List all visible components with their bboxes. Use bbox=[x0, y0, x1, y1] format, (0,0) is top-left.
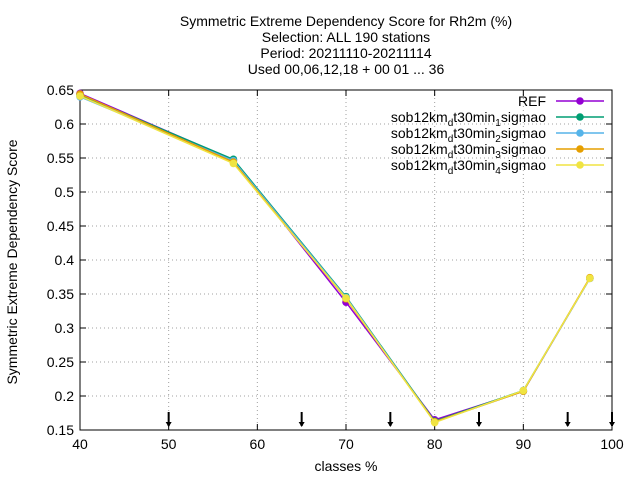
legend-label: sob12kmdt30min3sigmao bbox=[391, 141, 546, 161]
y-axis: 0.15 0.2 0.25 0.3 0.35 0.4 0.45 0.5 0.55 0.6 0.65 bbox=[47, 82, 612, 438]
legend-label: sob12kmdt30min2sigmao bbox=[391, 125, 546, 145]
series-layer bbox=[76, 89, 594, 427]
y-axis-label: Symmetric Extreme Dependency Score bbox=[4, 139, 20, 384]
data-point bbox=[430, 418, 439, 427]
data-point bbox=[76, 92, 84, 100]
data-point bbox=[342, 294, 350, 302]
title-line: Symmetric Extreme Dependency Score for R… bbox=[180, 13, 512, 29]
legend-swatch-marker bbox=[576, 129, 584, 137]
x-tick-label: 60 bbox=[250, 436, 266, 452]
y-tick-label: 0.65 bbox=[47, 82, 74, 98]
class-marker-arrowhead bbox=[564, 422, 571, 427]
y-tick-label: 0.5 bbox=[55, 184, 75, 200]
y-tick-label: 0.45 bbox=[47, 218, 74, 234]
class-marker-arrowhead bbox=[298, 422, 305, 427]
x-axis: 40 50 60 70 80 90 100 bbox=[72, 90, 624, 452]
x-tick-label: 50 bbox=[161, 436, 177, 452]
legend-label: sob12kmdt30min1sigmao bbox=[391, 109, 546, 129]
legend-swatch-marker bbox=[576, 113, 584, 121]
grid bbox=[80, 90, 612, 430]
legend: REFsob12kmdt30min1sigmaosob12kmdt30min2s… bbox=[391, 93, 604, 177]
x-tick-label: 70 bbox=[338, 436, 354, 452]
title-line: Used 00,06,12,18 + 00 01 ... 36 bbox=[248, 61, 445, 77]
data-point bbox=[586, 274, 594, 283]
y-tick-label: 0.6 bbox=[55, 116, 75, 132]
series-line bbox=[79, 95, 591, 424]
x-tick-label: 40 bbox=[72, 436, 88, 452]
y-tick-label: 0.15 bbox=[47, 422, 74, 438]
y-tick-label: 0.4 bbox=[55, 252, 75, 268]
x-tick-label: 100 bbox=[600, 436, 624, 452]
x-tick-label: 90 bbox=[516, 436, 532, 452]
y-tick-label: 0.35 bbox=[47, 286, 74, 302]
legend-label: sob12kmdt30min4sigmao bbox=[391, 157, 546, 177]
class-marker-arrowhead bbox=[387, 422, 394, 427]
y-tick-label: 0.55 bbox=[47, 150, 74, 166]
class-marker-arrowhead bbox=[609, 422, 615, 427]
x-axis-label: classes % bbox=[314, 458, 377, 474]
legend-swatch-marker bbox=[576, 145, 584, 153]
class-marker-arrowhead bbox=[165, 422, 172, 427]
data-point bbox=[229, 159, 238, 168]
y-tick-label: 0.3 bbox=[55, 320, 75, 336]
data-point bbox=[519, 386, 528, 395]
legend-swatch-marker bbox=[576, 97, 584, 105]
legend-swatch-marker bbox=[576, 161, 584, 169]
class-markers bbox=[165, 412, 615, 427]
x-tick-label: 80 bbox=[427, 436, 443, 452]
title-line: Period: 20211110-20211114 bbox=[260, 45, 431, 61]
y-tick-label: 0.25 bbox=[47, 354, 74, 370]
chart-title: Symmetric Extreme Dependency Score for R… bbox=[180, 13, 512, 77]
legend-label: REF bbox=[518, 93, 546, 109]
class-marker-arrowhead bbox=[476, 422, 482, 427]
title-line: Selection: ALL 190 stations bbox=[262, 29, 430, 45]
y-tick-label: 0.2 bbox=[55, 388, 75, 404]
